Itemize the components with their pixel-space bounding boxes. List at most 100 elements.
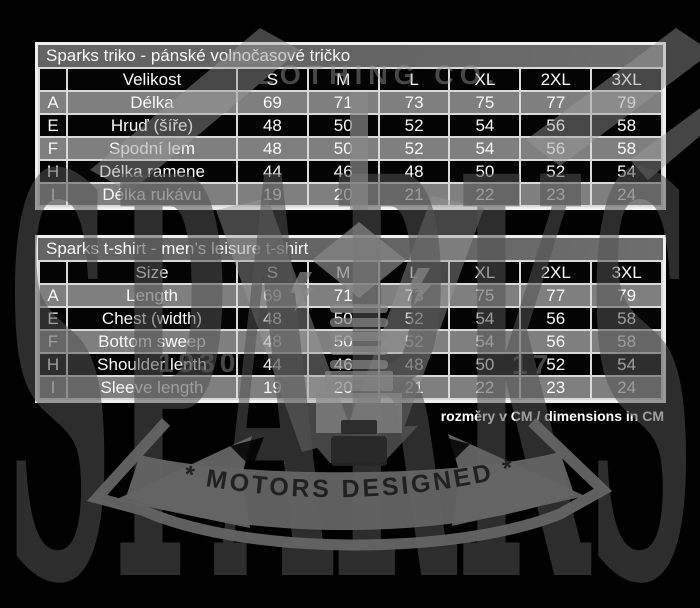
size-value-cell: 56 xyxy=(519,306,593,331)
size-value-cell: 52 xyxy=(519,352,593,377)
size-column-header: L xyxy=(377,67,451,92)
size-value-cell: 48 xyxy=(377,159,451,184)
measurement-row: H Délka ramene 44 46 48 50 52 54 xyxy=(38,159,663,184)
size-value-cell: 52 xyxy=(377,329,451,354)
size-value-cell: 23 xyxy=(519,182,593,207)
measurement-label-cell: Length xyxy=(66,283,238,308)
size-column-header: 3XL xyxy=(590,260,663,285)
size-value-cell: 24 xyxy=(590,375,663,400)
size-value-cell: 71 xyxy=(306,90,380,115)
measurement-label-cell: Sleeve length xyxy=(66,375,238,400)
size-value-cell: 23 xyxy=(519,375,593,400)
size-column-header: M xyxy=(306,260,380,285)
measurement-row: F Spodní lem 48 50 52 54 56 58 xyxy=(38,136,663,161)
size-value-cell: 50 xyxy=(448,352,522,377)
size-value-cell: 56 xyxy=(519,329,593,354)
size-value-cell: 50 xyxy=(306,136,380,161)
corner-cell xyxy=(38,260,68,285)
size-value-cell: 52 xyxy=(377,306,451,331)
size-column-header: S xyxy=(236,67,309,92)
size-value-cell: 77 xyxy=(519,283,593,308)
size-value-cell: 52 xyxy=(377,113,451,138)
size-value-cell: 50 xyxy=(306,329,380,354)
size-value-cell: 21 xyxy=(377,375,451,400)
size-value-cell: 46 xyxy=(306,159,380,184)
size-value-cell: 58 xyxy=(590,329,663,354)
row-key-cell: I xyxy=(38,375,68,400)
size-column-header: XL xyxy=(448,67,522,92)
size-value-cell: 73 xyxy=(377,283,451,308)
size-value-cell: 56 xyxy=(519,113,593,138)
size-value-cell: 54 xyxy=(448,306,522,331)
size-column-header: S xyxy=(236,260,309,285)
measurement-label-cell: Hruď (šíře) xyxy=(66,113,238,138)
size-table: Velikost S M L XL 2XL 3XL A Délka 69 71 73 75 77 79 E Hr… xyxy=(38,67,663,207)
size-value-cell: 52 xyxy=(377,136,451,161)
measurement-label-cell: Spodní lem xyxy=(66,136,238,161)
size-value-cell: 20 xyxy=(306,182,380,207)
size-value-cell: 20 xyxy=(306,375,380,400)
size-value-cell: 58 xyxy=(590,306,663,331)
size-value-cell: 75 xyxy=(448,283,522,308)
measurement-row: E Hruď (šíře) 48 50 52 54 56 58 xyxy=(38,113,663,138)
measurement-label-cell: Shoulder lenth xyxy=(66,352,238,377)
measurement-row: H Shoulder lenth 44 46 48 50 52 54 xyxy=(38,352,663,377)
size-value-cell: 50 xyxy=(448,159,522,184)
size-value-cell: 50 xyxy=(306,113,380,138)
corner-cell xyxy=(38,67,68,92)
size-column-header: 3XL xyxy=(590,67,663,92)
size-value-cell: 19 xyxy=(236,375,309,400)
size-value-cell: 69 xyxy=(236,283,309,308)
row-key-cell: H xyxy=(38,159,68,184)
size-column-header: 2XL xyxy=(519,260,593,285)
size-value-cell: 54 xyxy=(448,329,522,354)
row-key-cell: E xyxy=(38,306,68,331)
size-column-header: XL xyxy=(448,260,522,285)
size-column-header: L xyxy=(377,260,451,285)
size-column-header: M xyxy=(306,67,380,92)
size-value-cell: 75 xyxy=(448,90,522,115)
size-value-cell: 52 xyxy=(519,159,593,184)
row-key-cell: I xyxy=(38,182,68,207)
measurement-label-cell: Délka rukávu xyxy=(66,182,238,207)
size-value-cell: 21 xyxy=(377,182,451,207)
size-value-cell: 77 xyxy=(519,90,593,115)
size-value-cell: 48 xyxy=(236,306,309,331)
size-header-row: Size S M L XL 2XL 3XL xyxy=(38,260,663,285)
size-value-cell: 71 xyxy=(306,283,380,308)
size-value-cell: 48 xyxy=(236,113,309,138)
measurement-label-cell: Bottom sweep xyxy=(66,329,238,354)
svg-text:* MOTORS DESIGNED *: * MOTORS DESIGNED * xyxy=(182,453,519,503)
measurement-row: A Délka 69 71 73 75 77 79 xyxy=(38,90,663,115)
size-value-cell: 48 xyxy=(377,352,451,377)
size-value-cell: 24 xyxy=(590,182,663,207)
size-value-cell: 22 xyxy=(448,375,522,400)
size-value-cell: 19 xyxy=(236,182,309,207)
motors-designed-ribbon: * MOTORS DESIGNED * xyxy=(86,418,613,551)
size-value-cell: 73 xyxy=(377,90,451,115)
size-value-cell: 44 xyxy=(236,159,309,184)
size-value-cell: 44 xyxy=(236,352,309,377)
size-value-cell: 79 xyxy=(590,283,663,308)
table-title: Sparks triko - pánské volnočasové tričko xyxy=(38,45,663,67)
measurement-label-cell: Délka ramene xyxy=(66,159,238,184)
size-value-cell: 79 xyxy=(590,90,663,115)
spark-plug-tip-icon xyxy=(331,420,387,466)
size-value-cell: 56 xyxy=(519,136,593,161)
size-column-header: 2XL xyxy=(519,67,593,92)
measurement-row: F Bottom sweep 48 50 52 54 56 58 xyxy=(38,329,663,354)
size-value-cell: 54 xyxy=(590,159,663,184)
label-column-header: Size xyxy=(66,260,238,285)
measurement-label-cell: Délka xyxy=(66,90,238,115)
size-value-cell: 54 xyxy=(448,136,522,161)
size-value-cell: 46 xyxy=(306,352,380,377)
table-title: Sparks t-shirt - men’s leisure t-shirt xyxy=(38,238,663,260)
measurement-row: A Length 69 71 73 75 77 79 xyxy=(38,283,663,308)
size-value-cell: 48 xyxy=(236,329,309,354)
dimensions-note: rozměry v CM / dimensions in CM xyxy=(440,408,664,424)
size-value-cell: 22 xyxy=(448,182,522,207)
label-column-header: Velikost xyxy=(66,67,238,92)
size-table: Size S M L XL 2XL 3XL A Length 69 71 73 75 77 79 E Chest… xyxy=(38,260,663,400)
measurement-row: I Sleeve length 19 20 21 22 23 24 xyxy=(38,375,663,400)
row-key-cell: A xyxy=(38,283,68,308)
